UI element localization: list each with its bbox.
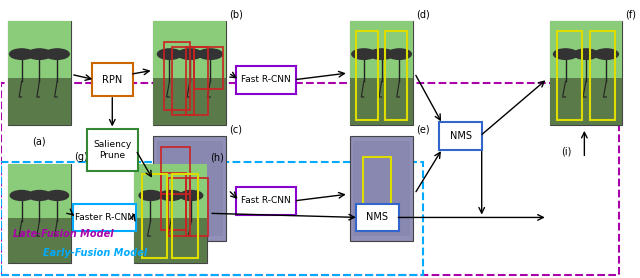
FancyBboxPatch shape: [356, 204, 399, 231]
Text: NMS: NMS: [450, 131, 472, 141]
Bar: [186, 47, 208, 115]
Text: (i): (i): [561, 147, 572, 157]
Bar: [8, 164, 71, 218]
Bar: [161, 147, 190, 194]
Circle shape: [10, 190, 33, 200]
Text: (d): (d): [417, 9, 430, 19]
FancyBboxPatch shape: [92, 63, 133, 96]
Circle shape: [45, 190, 68, 200]
Bar: [350, 78, 413, 125]
Text: Saliency
Prune: Saliency Prune: [93, 140, 131, 160]
Bar: [141, 174, 167, 258]
Bar: [134, 218, 207, 263]
Bar: [350, 21, 413, 125]
Circle shape: [178, 49, 202, 59]
Bar: [350, 136, 413, 241]
Circle shape: [28, 49, 51, 59]
FancyBboxPatch shape: [236, 66, 296, 94]
Circle shape: [352, 49, 376, 59]
Circle shape: [139, 190, 162, 200]
Circle shape: [159, 190, 182, 200]
Bar: [8, 164, 71, 263]
Text: Late-Fusion Model: Late-Fusion Model: [13, 229, 113, 239]
Bar: [356, 31, 378, 120]
Circle shape: [387, 49, 412, 59]
Bar: [385, 31, 407, 120]
Bar: [8, 21, 71, 125]
Text: (h): (h): [211, 152, 225, 162]
Bar: [350, 21, 413, 78]
FancyBboxPatch shape: [439, 123, 483, 150]
Text: Faster R-CNN: Faster R-CNN: [75, 213, 134, 222]
Bar: [164, 42, 190, 110]
Text: (f): (f): [625, 9, 637, 19]
Bar: [154, 136, 227, 241]
Circle shape: [157, 49, 182, 59]
Bar: [550, 21, 622, 125]
Bar: [154, 78, 227, 125]
Text: (a): (a): [33, 136, 46, 146]
Circle shape: [10, 49, 34, 59]
Text: Fast R-CNN: Fast R-CNN: [241, 75, 291, 84]
Bar: [172, 174, 198, 258]
Bar: [8, 218, 71, 263]
Circle shape: [198, 49, 222, 59]
Circle shape: [45, 49, 69, 59]
Circle shape: [180, 190, 203, 200]
Bar: [157, 142, 223, 235]
Bar: [154, 21, 227, 78]
Circle shape: [595, 49, 618, 59]
Text: (c): (c): [230, 125, 243, 135]
FancyBboxPatch shape: [73, 204, 136, 231]
Bar: [154, 21, 227, 125]
Bar: [193, 47, 223, 89]
FancyBboxPatch shape: [236, 187, 296, 215]
Bar: [134, 164, 207, 263]
Bar: [557, 31, 582, 120]
Bar: [8, 78, 71, 125]
Bar: [363, 157, 391, 225]
Bar: [168, 178, 190, 235]
Bar: [161, 173, 186, 230]
Circle shape: [554, 49, 577, 59]
Bar: [550, 21, 622, 78]
Bar: [134, 164, 207, 218]
Bar: [589, 31, 615, 120]
Circle shape: [369, 49, 394, 59]
Text: (b): (b): [230, 9, 243, 19]
Text: (g): (g): [74, 152, 88, 162]
Text: Fast R-CNN: Fast R-CNN: [241, 197, 291, 205]
Bar: [353, 142, 410, 235]
Bar: [186, 178, 208, 235]
Text: (e): (e): [417, 125, 430, 135]
Circle shape: [574, 49, 598, 59]
FancyBboxPatch shape: [87, 129, 138, 171]
Bar: [8, 21, 71, 78]
Text: RPN: RPN: [102, 75, 122, 85]
Bar: [550, 78, 622, 125]
Text: Early-Fusion Model: Early-Fusion Model: [43, 248, 147, 258]
Text: NMS: NMS: [366, 212, 388, 222]
Bar: [172, 47, 193, 115]
Circle shape: [28, 190, 51, 200]
